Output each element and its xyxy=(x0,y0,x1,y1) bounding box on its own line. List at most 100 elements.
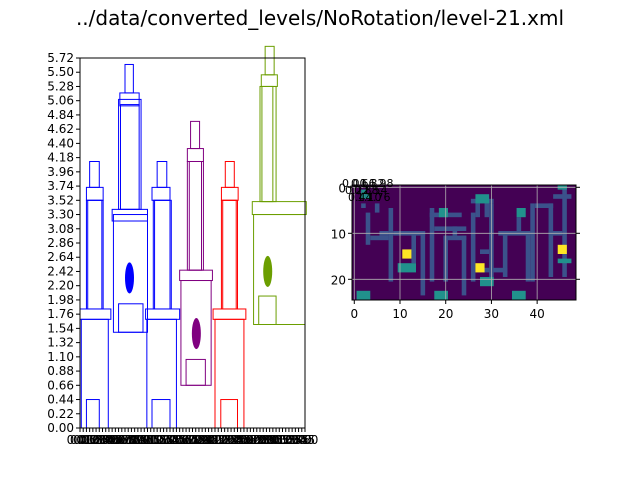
x-tick-label: 0.85 xyxy=(121,433,148,447)
heatmap-cell xyxy=(420,231,426,296)
structure-block xyxy=(79,308,112,320)
heatmap-cell xyxy=(402,249,412,259)
heatmap-cell xyxy=(434,290,448,300)
y-tick-label: 3.96 xyxy=(47,165,74,179)
overlapping-label: 1.76 xyxy=(366,191,391,204)
x-tick-label: 1.40 xyxy=(157,433,184,447)
heatmap-cell xyxy=(548,203,554,277)
y-tick-label: 0.88 xyxy=(47,364,74,378)
x-tick-label: 3.45 xyxy=(288,433,315,447)
structure-block xyxy=(190,120,201,150)
y-tick-label: 2.42 xyxy=(47,264,74,278)
x-tick-label: 2.20 xyxy=(208,433,235,447)
x-tick-label: 1.30 xyxy=(150,433,177,447)
x-tick-label: 2.75 xyxy=(243,433,270,447)
heatmap-cell xyxy=(365,194,371,199)
structure-block xyxy=(185,358,206,386)
y-tick-label: 20 xyxy=(331,273,346,287)
x-tick-label: 0.80 xyxy=(118,433,145,447)
x-tick-label: 1.65 xyxy=(173,433,200,447)
x-tick-label: 2.00 xyxy=(195,433,222,447)
heatmap-cell xyxy=(461,235,467,296)
x-tick-label: 3.00 xyxy=(259,433,286,447)
x-tick-label: 1.95 xyxy=(192,433,219,447)
y-tick-label: 1.10 xyxy=(47,350,74,364)
y-tick-label: 4.62 xyxy=(47,122,74,136)
y-tick-label: 10 xyxy=(331,227,346,241)
overlapping-label: 0.44 xyxy=(348,191,373,204)
x-tick-label: 2.95 xyxy=(256,433,283,447)
structure-block xyxy=(85,399,100,429)
x-tick-label: 0.50 xyxy=(99,433,126,447)
x-tick-label: 0.05 xyxy=(70,433,97,447)
structure-block xyxy=(145,308,181,320)
structure-block xyxy=(120,104,140,210)
x-tick-label: 3.10 xyxy=(266,433,293,447)
y-tick-label: 2.86 xyxy=(47,236,74,250)
x-tick-label: 2.65 xyxy=(237,433,264,447)
x-tick-label: 2.85 xyxy=(250,433,277,447)
heatmap-cell xyxy=(553,194,572,199)
y-tick-label: 0 xyxy=(338,181,346,195)
y-tick-label: 5.28 xyxy=(47,79,74,93)
overlapping-label: 1.32 xyxy=(360,177,385,190)
y-tick-label: 0.00 xyxy=(47,421,74,435)
heatmap-cell xyxy=(365,212,371,245)
structure-1 xyxy=(79,160,112,429)
structure-block xyxy=(151,399,171,429)
heatmap-grid xyxy=(352,185,576,300)
heatmap-cell xyxy=(502,231,508,277)
structure-block xyxy=(179,269,213,282)
overlapping-label: 0.66 xyxy=(351,177,376,190)
heatmap-cell xyxy=(475,263,485,273)
x-tick-label: 0.35 xyxy=(89,433,116,447)
heatmap-layer xyxy=(402,244,567,273)
heatmap-cell xyxy=(356,290,371,300)
structure-ellipse xyxy=(263,255,273,287)
heatmap-cell xyxy=(374,203,380,213)
x-tick-label: 0.55 xyxy=(102,433,129,447)
y-tick-label: 3.08 xyxy=(47,222,74,236)
heatmap-cell xyxy=(361,189,366,199)
x-tick-label: 0.20 xyxy=(79,433,106,447)
heatmap-cell xyxy=(411,231,416,264)
structure-block xyxy=(118,303,144,333)
heatmap-cell xyxy=(525,231,531,282)
heatmap-cell xyxy=(388,208,394,282)
structure-6 xyxy=(251,45,307,326)
x-tick-label: 0.90 xyxy=(124,433,151,447)
structure-block xyxy=(222,199,237,310)
x-tick-label: 0.70 xyxy=(112,433,139,447)
heatmap-cell xyxy=(516,208,526,218)
y-tick-label: 1.32 xyxy=(47,336,74,350)
x-tick-label: 1.05 xyxy=(134,433,161,447)
y-tick-label: 5.72 xyxy=(47,51,74,65)
x-tick-label: 2.90 xyxy=(253,433,280,447)
structure-block xyxy=(186,148,204,162)
structure-block xyxy=(214,318,245,429)
x-tick-label: 2.80 xyxy=(247,433,274,447)
heatmap-cell xyxy=(470,212,476,282)
heatmap-cell xyxy=(484,203,490,218)
structure-block xyxy=(154,199,171,310)
y-tick-label: 3.74 xyxy=(47,179,74,193)
structure-block xyxy=(220,399,239,429)
structure-block xyxy=(146,318,177,429)
x-tick-label: 40 xyxy=(530,307,545,321)
heatmap-axes: 0 10 20 30 40 0 10 20 0.000.220.440.660.881.101.… xyxy=(331,177,580,321)
y-tick-label: 5.06 xyxy=(47,94,74,108)
figure-title: ../data/converted_levels/NoRotation/leve… xyxy=(75,6,565,30)
x-tick-label: 3.50 xyxy=(292,433,319,447)
x-tick-label: 2.45 xyxy=(224,433,251,447)
x-tick-labels: 0.000.050.100.150.200.250.300.350.400.45… xyxy=(67,428,319,447)
x-tick-label: 0 xyxy=(350,307,358,321)
x-tick-label: 1.80 xyxy=(182,433,209,447)
x-tick-label: 3.30 xyxy=(279,433,306,447)
x-tick-label: 0.60 xyxy=(105,433,132,447)
structure-block xyxy=(212,308,247,320)
x-tick-label: 3.40 xyxy=(285,433,312,447)
x-tick-label: 1.90 xyxy=(189,433,216,447)
structure-4 xyxy=(179,120,213,386)
overlapping-label: 1.98 xyxy=(369,177,394,190)
heatmap-cell xyxy=(429,208,435,282)
